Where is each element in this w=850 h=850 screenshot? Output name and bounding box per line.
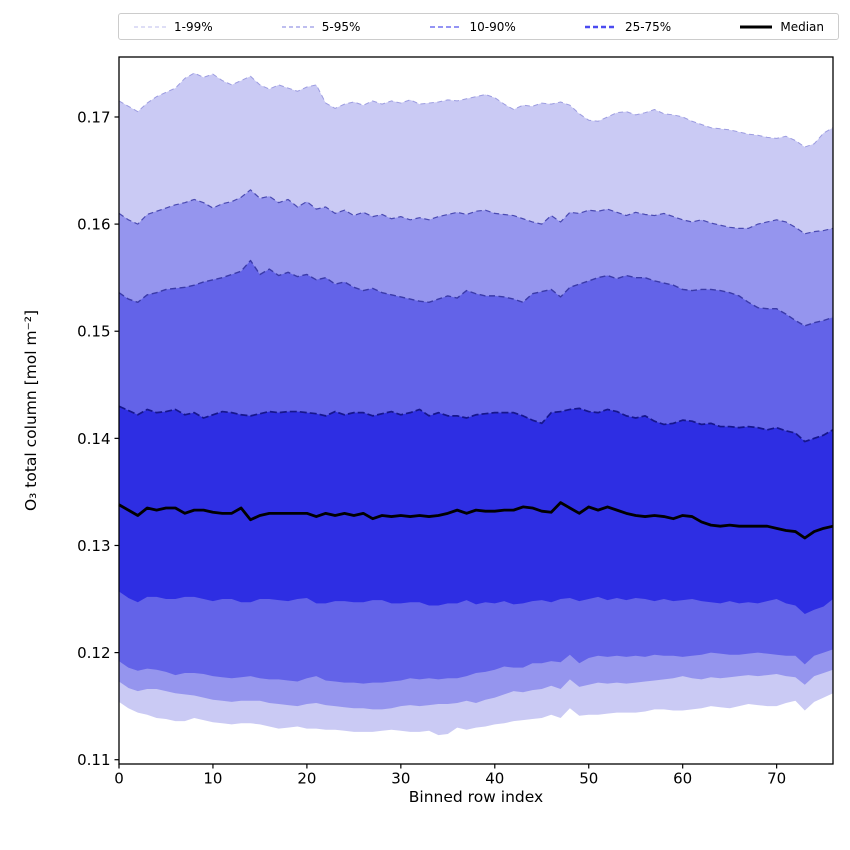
percentile-line-p95 — [118, 189, 834, 235]
percentile-edge-lines — [118, 72, 834, 443]
y-tick-label: 0.17 — [77, 108, 110, 126]
x-tick-label: 20 — [297, 770, 316, 788]
plot-frame — [118, 56, 834, 765]
x-tick-label: 60 — [673, 770, 692, 788]
x-tick-label: 70 — [767, 770, 786, 788]
x-tick-label: 30 — [391, 770, 410, 788]
legend: 1-99% 5-95% 10-90% 25-75% Median — [118, 13, 839, 40]
legend-label-median: Median — [780, 19, 824, 34]
legend-label-1-99: 1-99% — [174, 19, 213, 34]
percentile-line-p99 — [118, 72, 834, 148]
x-axis-label: Binned row index — [409, 788, 543, 806]
y-tick-label: 0.11 — [77, 751, 110, 769]
x-tick-label: 0 — [114, 770, 124, 788]
x-tick-label: 40 — [485, 770, 504, 788]
x-tick-label: 50 — [579, 770, 598, 788]
median-line-group — [118, 501, 834, 540]
legend-item-25-75: 25-75% — [584, 21, 671, 33]
axes: 0 10 20 30 40 50 60 70 0.11 0.12 0.13 0.14 0.15 0.16 0… — [77, 56, 834, 788]
legend-line-swatch-5-95 — [281, 25, 314, 28]
percentile-line-p75 — [118, 405, 834, 443]
percentile-bands — [119, 73, 833, 736]
y-axis-label: O₃ total column [mol m⁻²] — [22, 310, 40, 511]
legend-label-25-75: 25-75% — [624, 19, 672, 34]
legend-item-1-99: 1-99% — [133, 21, 213, 33]
legend-line-swatch-median — [740, 25, 773, 28]
legend-label-5-95: 5-95% — [321, 19, 361, 34]
percentile-line-p90 — [118, 259, 834, 327]
legend-item-10-90: 10-90% — [429, 21, 516, 33]
legend-line-swatch-1-99 — [134, 25, 166, 28]
x-tick-label: 10 — [203, 770, 222, 788]
legend-item-median: Median — [739, 21, 824, 33]
legend-item-5-95: 5-95% — [281, 19, 361, 34]
y-tick-label: 0.13 — [77, 537, 110, 555]
y-tick-label: 0.14 — [77, 430, 110, 448]
median-line — [118, 501, 834, 540]
legend-line-swatch-25-75 — [584, 25, 617, 28]
y-tick-label: 0.16 — [77, 216, 110, 234]
legend-line-swatch-10-90 — [429, 25, 462, 28]
y-tick-label: 0.15 — [77, 323, 110, 341]
legend-label-10-90: 10-90% — [469, 19, 516, 34]
y-tick-label: 0.12 — [77, 644, 110, 662]
